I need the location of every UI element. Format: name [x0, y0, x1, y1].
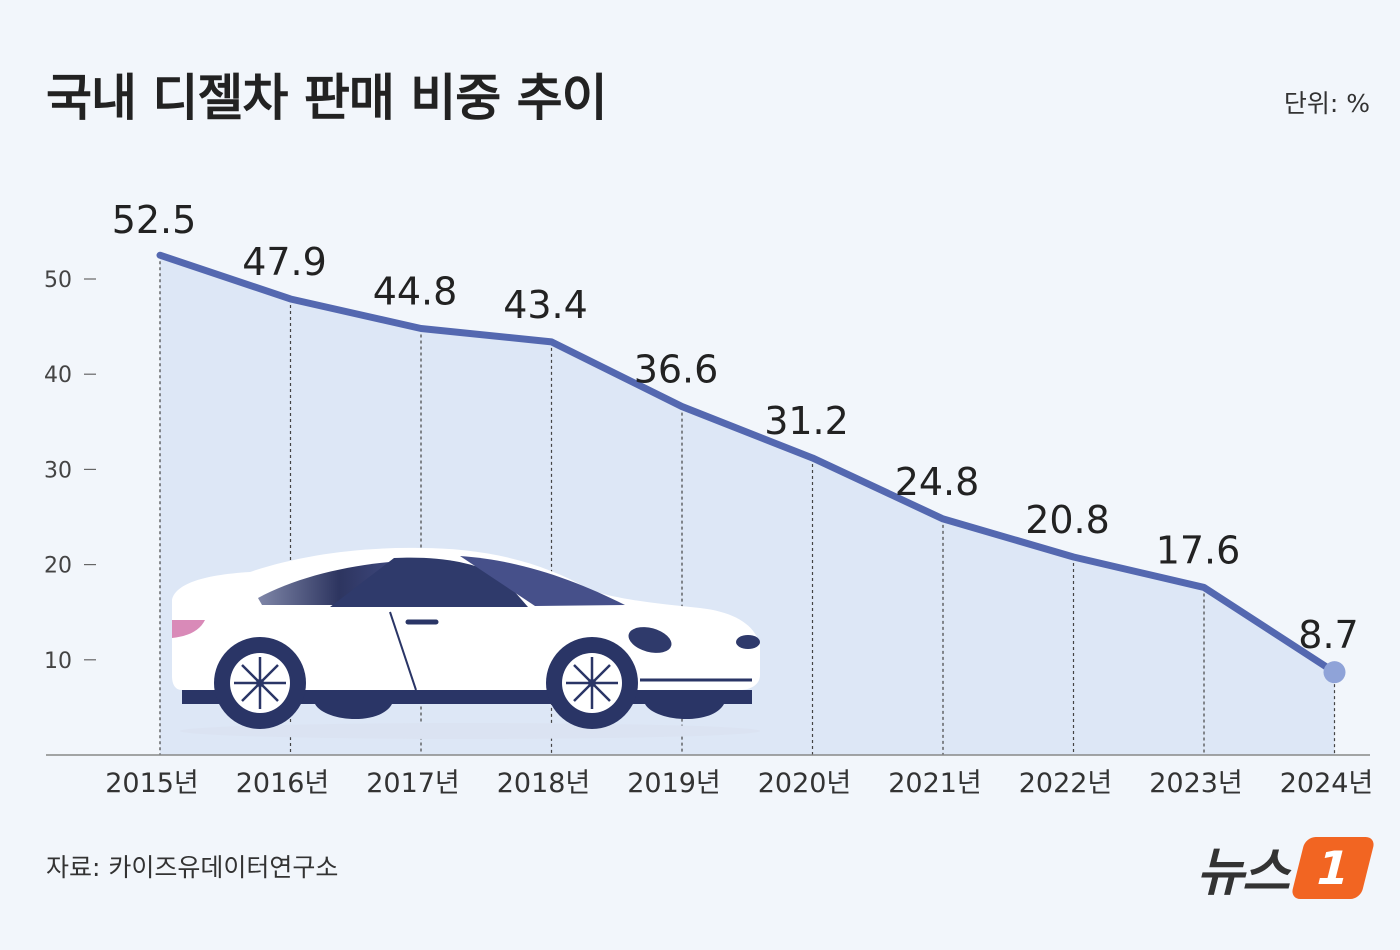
last-point-marker [1323, 661, 1346, 684]
x-tick-label: 2019년 [627, 768, 721, 799]
data-label: 20.8 [1025, 498, 1110, 542]
news1-logo: 뉴스 1 [1196, 830, 1376, 905]
data-label: 31.2 [764, 399, 849, 443]
data-label: 47.9 [242, 240, 327, 284]
x-tick-label: 2024년 [1280, 768, 1374, 799]
x-tick-label: 2023년 [1149, 768, 1243, 799]
axes: 10 20 30 40 50 2015년 2016년 2017년 2018년 2019년 2020년… [44, 268, 1373, 799]
unit-label: 단위: % [1283, 89, 1370, 118]
series-line-path [156, 251, 1338, 676]
data-label: 8.7 [1298, 613, 1358, 657]
data-label: 36.6 [634, 348, 719, 392]
data-label: 17.6 [1156, 528, 1241, 572]
data-label: 52.5 [112, 198, 197, 242]
y-tick-label: 40 [44, 363, 72, 388]
x-tick-label: 2017년 [366, 768, 460, 799]
data-label: 43.4 [503, 283, 588, 327]
x-tick-label: 2022년 [1019, 768, 1113, 799]
y-tick-label: 50 [44, 268, 72, 293]
source-credit: 자료: 카이즈유데이터연구소 [46, 853, 339, 882]
series-line [156, 251, 1346, 684]
y-tick-label: 10 [44, 649, 72, 674]
logo-mark-digit: 1 [1310, 840, 1356, 895]
y-tick-label: 20 [44, 554, 72, 579]
data-labels: 52.5 47.9 44.8 43.4 36.6 31.2 24.8 20.8 17.6 8.7 [112, 198, 1359, 657]
logo-text: 뉴스 [1196, 843, 1290, 903]
data-label: 44.8 [373, 270, 458, 314]
y-tick-label: 30 [44, 458, 72, 483]
x-tick-label: 2020년 [758, 768, 852, 799]
x-tick-label: 2016년 [236, 768, 330, 799]
logo-mark: 1 [1290, 836, 1376, 899]
data-label: 24.8 [895, 460, 980, 504]
x-tick-label: 2021년 [888, 768, 982, 799]
x-tick-label: 2018년 [497, 768, 591, 799]
x-tick-label: 2015년 [105, 768, 199, 799]
chart-title: 국내 디젤차 판매 비중 추이 [46, 69, 608, 127]
car-icon [172, 547, 760, 739]
